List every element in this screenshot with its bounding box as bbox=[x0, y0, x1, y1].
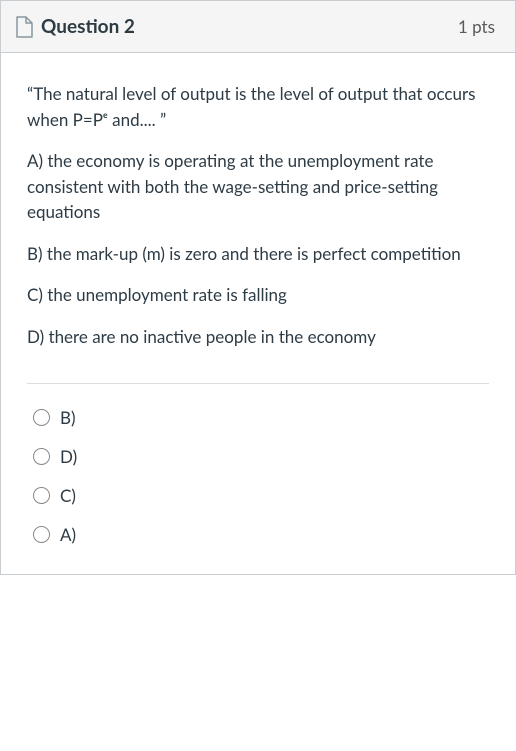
question-body: “The natural level of output is the leve… bbox=[1, 53, 515, 574]
option-description-d: D) there are no inactive people in the e… bbox=[27, 324, 489, 350]
question-title: Question 2 bbox=[41, 15, 135, 38]
question-header: Question 2 1 pts bbox=[1, 0, 515, 53]
answer-list: B) D) C) A) bbox=[27, 383, 489, 554]
answer-choice[interactable]: D) bbox=[27, 437, 489, 476]
option-description-c: C) the unemployment rate is falling bbox=[27, 282, 489, 308]
radio-icon[interactable] bbox=[33, 448, 50, 465]
radio-icon[interactable] bbox=[33, 526, 50, 543]
radio-icon[interactable] bbox=[33, 409, 50, 426]
option-description-a: A) the economy is operating at the unemp… bbox=[27, 148, 489, 225]
answer-choice[interactable]: C) bbox=[27, 476, 489, 515]
answer-label: C) bbox=[60, 485, 76, 506]
header-left: Question 2 bbox=[15, 15, 135, 38]
question-prompt: “The natural level of output is the leve… bbox=[27, 81, 489, 132]
answer-label: D) bbox=[60, 446, 77, 467]
answer-label: A) bbox=[60, 524, 76, 545]
question-points: 1 pts bbox=[458, 16, 495, 37]
question-card: Question 2 1 pts “The natural level of o… bbox=[0, 0, 516, 575]
option-description-b: B) the mark-up (m) is zero and there is … bbox=[27, 241, 489, 267]
answer-choice[interactable]: B) bbox=[27, 398, 489, 437]
answer-choice[interactable]: A) bbox=[27, 515, 489, 554]
answer-label: B) bbox=[60, 407, 76, 428]
page-outline-icon bbox=[15, 16, 33, 38]
radio-icon[interactable] bbox=[33, 487, 50, 504]
